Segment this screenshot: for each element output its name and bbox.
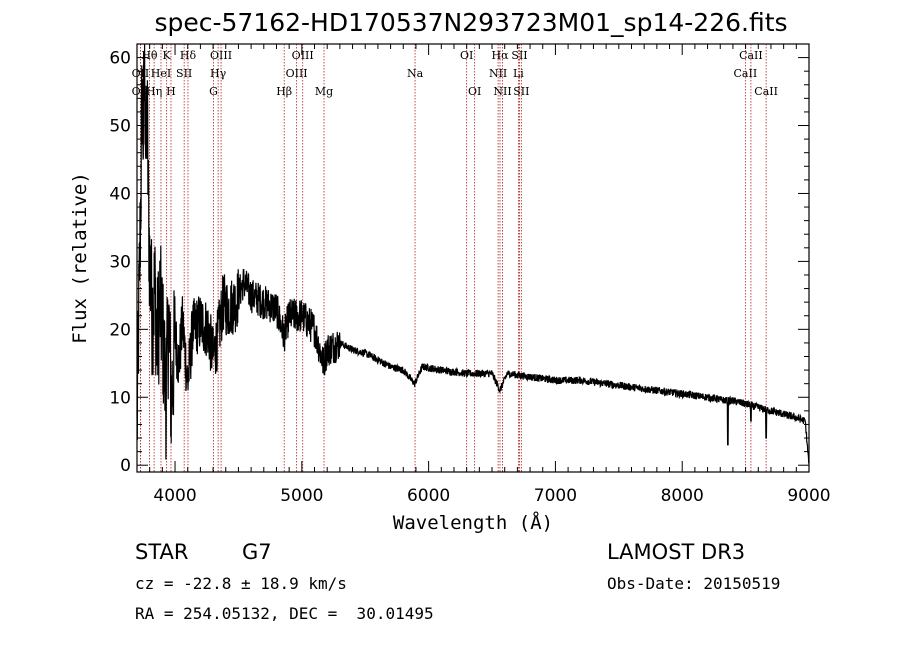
x-tick-label: 7000 <box>534 486 577 506</box>
spectral-line-label: SII <box>511 49 527 62</box>
spectral-line-label: HeI <box>151 67 171 80</box>
y-axis: 0 10 20 30 40 50 60 <box>109 43 809 476</box>
y-tick-label: 50 <box>109 117 131 137</box>
spectral-line-label: Hδ <box>180 49 197 62</box>
spectral-line-label: CaII <box>754 85 778 98</box>
object-subclass: G7 <box>242 540 272 564</box>
x-tick-label: 9000 <box>787 486 830 506</box>
y-tick-label: 10 <box>109 388 131 408</box>
x-tick-label: 4000 <box>153 486 196 506</box>
survey-name: LAMOST DR3 <box>607 540 746 564</box>
spectral-line-label: OIII <box>210 49 232 62</box>
x-axis-label: Wavelength (Å) <box>393 511 553 534</box>
spectral-line-label: SII <box>176 67 192 80</box>
x-tick-label: 6000 <box>407 486 450 506</box>
spectrum-series-line <box>136 43 810 464</box>
x-tick-label: 5000 <box>280 486 323 506</box>
spectral-line-label: Hβ <box>276 85 292 98</box>
spectral-line-label: OIII <box>286 67 308 80</box>
y-axis-label: Flux (relative) <box>69 172 91 344</box>
object-class: STAR <box>135 540 189 564</box>
spectral-line-label: Hγ <box>210 67 227 80</box>
y-tick-label: 40 <box>109 184 131 204</box>
spectral-line-label: OI <box>468 85 481 98</box>
spectral-line-label: OII <box>132 67 150 80</box>
spectral-line-label: Hα <box>491 49 509 62</box>
observation-date: Obs-Date: 20150519 <box>607 574 781 593</box>
spectral-line-label: OIII <box>292 49 314 62</box>
y-tick-label: 20 <box>109 320 131 340</box>
spectral-line-label: NII <box>493 85 511 98</box>
redshift-value: cz = -22.8 ± 18.9 km/s <box>135 574 347 593</box>
spectral-line-label: Hθ <box>141 49 158 62</box>
spectral-line-label: CaII <box>739 49 763 62</box>
spectral-line-label: H <box>166 85 176 98</box>
chart-title: spec-57162-HD170537N293723M01_sp14-226.f… <box>154 8 787 37</box>
spectral-line-markers <box>140 44 767 472</box>
spectral-line-label: G <box>209 85 218 98</box>
spectral-line-label: Li <box>513 67 524 80</box>
spectral-line-label: NII <box>489 67 507 80</box>
x-tick-label: 8000 <box>661 486 704 506</box>
spectral-line-label: OI <box>460 49 473 62</box>
plot-frame <box>136 43 810 473</box>
spectral-line-label: CaII <box>734 67 758 80</box>
y-tick-label: 30 <box>109 252 131 272</box>
spectral-line-label: Na <box>407 67 424 80</box>
spectrum-chart: spec-57162-HD170537N293723M01_sp14-226.f… <box>69 8 831 534</box>
x-axis: 4000 5000 6000 7000 8000 9000 <box>149 44 831 506</box>
y-tick-label: 0 <box>120 456 131 476</box>
spectral-line-label: Hη <box>146 85 162 98</box>
spectral-line-label: Mg <box>315 85 333 98</box>
y-tick-label: 60 <box>109 49 131 69</box>
coordinates: RA = 254.05132, DEC = 30.01495 <box>135 604 434 623</box>
spectral-line-label: SII <box>513 85 529 98</box>
spectral-line-label: K <box>163 49 172 62</box>
